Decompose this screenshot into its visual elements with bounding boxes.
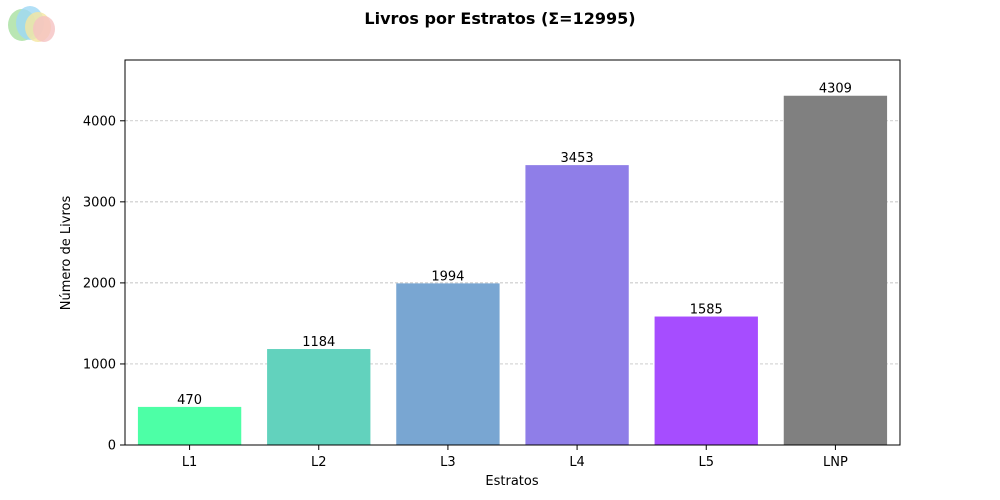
bar-lnp [783, 95, 888, 446]
bar-l2 [267, 349, 371, 445]
x-tick-label: L5 [698, 455, 714, 470]
bar-value-label: 470 [177, 393, 202, 408]
bar-l5 [654, 316, 758, 445]
plot-frame [124, 59, 901, 446]
bar-value-label: 1184 [302, 335, 335, 350]
logo-bubble-4 [33, 16, 55, 42]
bar-value-label: 1994 [431, 269, 464, 284]
bar-value-label: 4309 [819, 82, 852, 97]
app-logo [8, 6, 55, 42]
x-tick-label: L3 [440, 455, 456, 470]
y-tick-label: 4000 [83, 114, 116, 129]
y-tick-label: 2000 [83, 276, 116, 291]
grid-lines [125, 120, 900, 365]
x-tick-label: L2 [311, 455, 327, 470]
bar-l4 [525, 165, 629, 446]
y-axis-label: Número de Livros [59, 196, 74, 311]
bars [137, 95, 888, 446]
y-tick-label: 3000 [83, 195, 116, 210]
x-axis-label: Estratos [485, 474, 538, 489]
x-tick-label: LNP [823, 455, 848, 470]
x-tick-label: L4 [569, 455, 585, 470]
y-tick-label: 0 [108, 439, 116, 454]
chart-title: Livros por Estratos (Σ=12995) [364, 9, 635, 28]
x-axis-ticks: L1 L2 L3 L4 L5 LNP [182, 445, 848, 470]
y-tick-label: 1000 [83, 357, 116, 372]
bar-l1 [137, 406, 242, 445]
x-tick-label: L1 [182, 455, 198, 470]
bar-value-label: 1585 [690, 303, 723, 318]
bar-l3 [396, 283, 500, 445]
y-axis-ticks: 0 1000 2000 3000 4000 [83, 114, 125, 454]
bar-value-label: 3453 [561, 151, 594, 166]
data-labels: 470 1184 1994 3453 1585 4309 [177, 82, 852, 408]
